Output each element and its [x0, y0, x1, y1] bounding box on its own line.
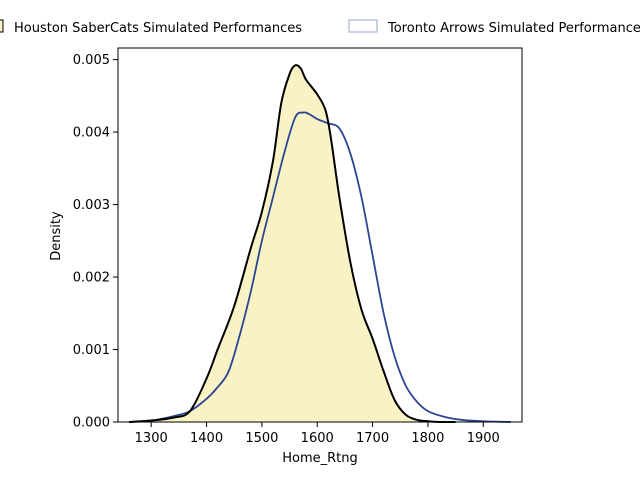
density-line-toronto — [129, 111, 511, 423]
legend-label-toronto: Toronto Arrows Simulated Performances — [387, 21, 640, 36]
x-tick-label: 1300 — [135, 431, 168, 446]
legend: Houston SaberCats Simulated Performances… — [0, 19, 640, 36]
x-axis: 1300 1400 1500 1600 1700 1800 1900 — [135, 422, 500, 446]
x-tick-label: 1900 — [467, 431, 500, 446]
density-line-houston — [129, 64, 456, 424]
legend-swatch-houston — [0, 19, 4, 33]
legend-label-houston: Houston SaberCats Simulated Performances — [14, 21, 302, 36]
x-tick-label: 1800 — [411, 431, 444, 446]
x-tick-label: 1500 — [245, 431, 278, 446]
y-axis-label: Density — [49, 211, 64, 261]
y-tick-label: 0.004 — [73, 126, 110, 141]
density-area-houston — [129, 65, 456, 423]
y-tick-label: 0.005 — [73, 53, 110, 68]
y-tick-label: 0.002 — [73, 271, 110, 286]
plot-frame — [117, 47, 523, 423]
y-tick-label: 0.001 — [73, 343, 110, 358]
x-axis-label: Home_Rtng — [282, 451, 358, 466]
y-tick-label: 0.000 — [73, 416, 110, 431]
legend-swatch-toronto — [348, 19, 378, 33]
x-tick-label: 1700 — [356, 431, 389, 446]
y-tick-label: 0.003 — [73, 198, 110, 213]
x-tick-label: 1400 — [190, 431, 223, 446]
y-axis: 0.000 0.001 0.002 0.003 0.004 0.005 — [73, 53, 118, 431]
x-tick-label: 1600 — [301, 431, 334, 446]
series-layer — [129, 64, 511, 424]
